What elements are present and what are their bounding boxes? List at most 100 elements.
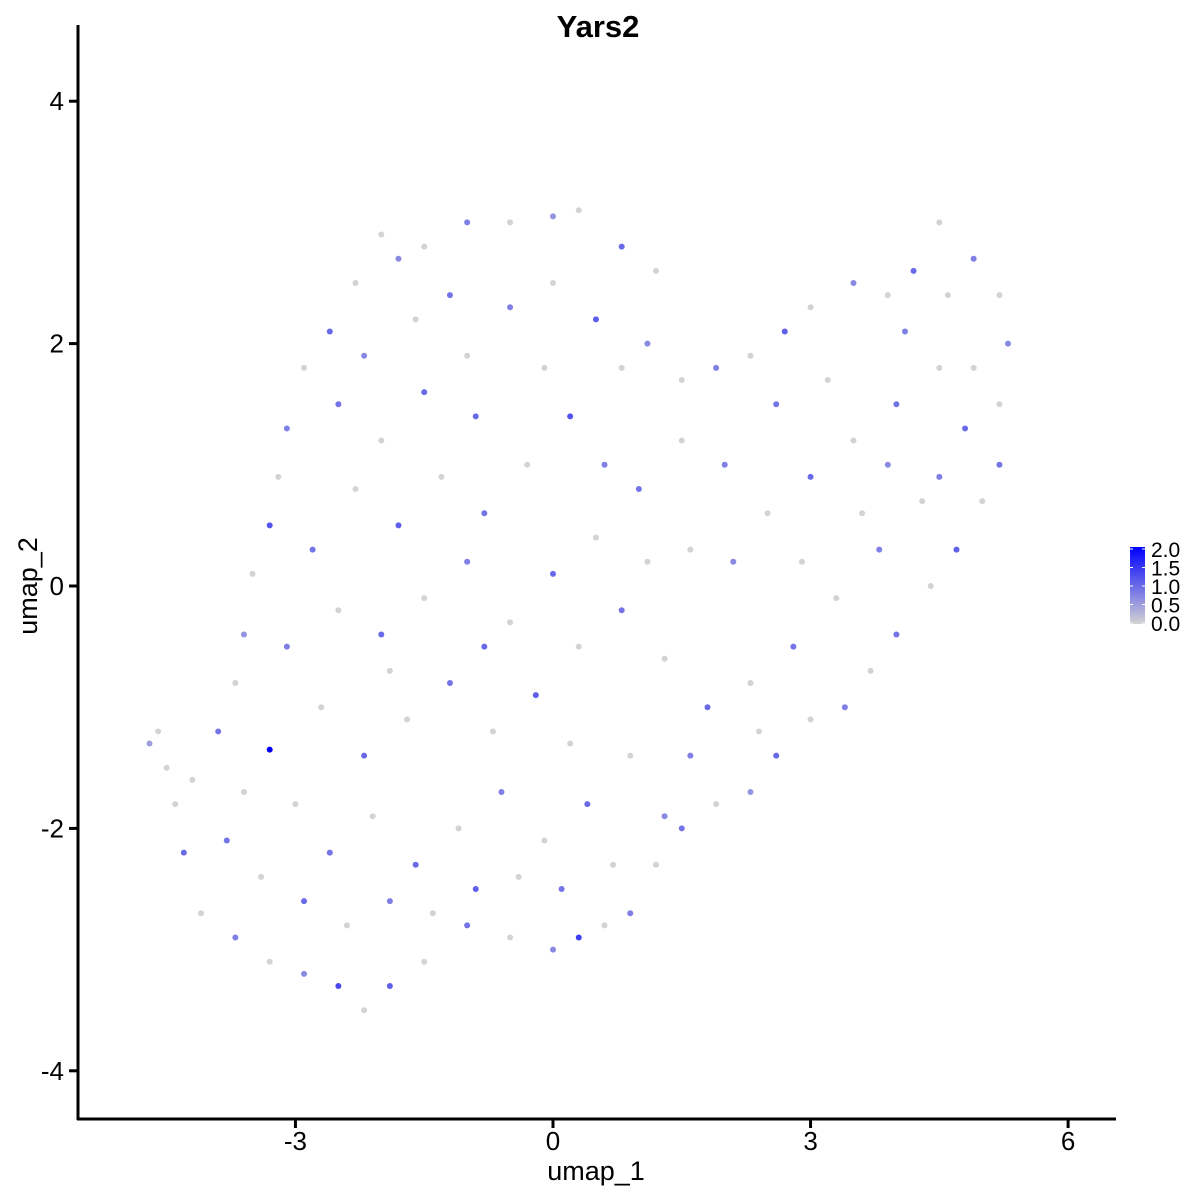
data-point [326, 328, 333, 335]
data-point [361, 752, 368, 759]
data-point [266, 746, 273, 753]
data-point [567, 740, 574, 747]
data-point [163, 764, 170, 771]
data-point [481, 643, 488, 650]
data-point [936, 219, 943, 226]
data-point [936, 364, 943, 371]
data-point [575, 643, 582, 650]
data-point [335, 982, 342, 989]
data-point [343, 922, 350, 929]
data-point [773, 752, 780, 759]
data-point [833, 595, 840, 602]
data-point [301, 364, 308, 371]
data-point [395, 522, 402, 529]
data-point [464, 352, 471, 359]
data-point [661, 655, 668, 662]
data-point [412, 316, 419, 323]
data-point [146, 740, 153, 747]
data-point [429, 910, 436, 917]
data-point [850, 437, 857, 444]
data-point [172, 801, 179, 808]
y-tick-label: -2 [41, 813, 64, 843]
data-point [283, 643, 290, 650]
data-point [472, 413, 479, 420]
data-point [601, 461, 608, 468]
data-point [592, 534, 599, 541]
data-point [807, 473, 814, 480]
data-point [292, 801, 299, 808]
data-point [713, 364, 720, 371]
data-point [610, 861, 617, 868]
data-point [893, 631, 900, 638]
data-point [223, 837, 230, 844]
colorbar-label: 1.0 [1151, 576, 1180, 599]
data-point [781, 328, 788, 335]
data-point [507, 304, 514, 311]
data-point [421, 595, 428, 602]
data-point [1005, 340, 1012, 347]
colorbar-label: 1.5 [1151, 558, 1180, 581]
colorbar-label: 0.5 [1151, 595, 1180, 618]
data-point [678, 825, 685, 832]
data-point [850, 280, 857, 286]
data-point [901, 328, 908, 335]
data-point [541, 837, 548, 844]
data-point [189, 776, 196, 783]
data-point [884, 292, 891, 299]
data-point [386, 667, 393, 674]
data-point [841, 704, 848, 711]
data-point [618, 243, 625, 250]
data-point [798, 558, 805, 565]
colorbar-label: 0.0 [1151, 613, 1180, 636]
data-point [464, 558, 471, 565]
data-point [515, 873, 522, 880]
data-point [446, 292, 453, 299]
x-tick-label: 0 [546, 1126, 560, 1156]
y-tick-label: 4 [50, 86, 64, 116]
data-point [464, 219, 471, 226]
data-point [979, 498, 986, 505]
data-point [378, 631, 385, 638]
data-point [301, 970, 308, 977]
data-point [386, 982, 393, 989]
data-point [653, 267, 660, 274]
data-point [893, 401, 900, 408]
data-point [335, 401, 342, 408]
colorbar-label: 2.0 [1151, 539, 1180, 562]
data-point [507, 934, 514, 941]
data-point [232, 679, 239, 686]
data-point [884, 461, 891, 468]
x-tick-label: 3 [803, 1126, 817, 1156]
data-point [747, 679, 754, 686]
data-point [635, 486, 642, 493]
data-point [395, 255, 402, 262]
y-tick-label: -4 [41, 1056, 64, 1086]
data-point [687, 752, 694, 759]
data-point [721, 461, 728, 468]
data-point [558, 886, 565, 892]
x-axis-label: umap_1 [547, 1156, 645, 1186]
data-point [996, 401, 1003, 408]
data-point [601, 922, 608, 929]
data-point [773, 401, 780, 408]
data-point [249, 570, 256, 577]
data-point [627, 910, 634, 917]
data-point [807, 716, 814, 723]
data-point [438, 473, 445, 480]
data-point [618, 364, 625, 371]
data-point [575, 207, 582, 214]
data-point [240, 789, 247, 796]
data-point [678, 376, 685, 383]
data-point [867, 667, 874, 674]
y-axis-label: umap_2 [13, 537, 43, 635]
data-point [361, 352, 368, 359]
data-point [378, 231, 385, 238]
colorbar-legend: 0.00.51.01.52.0 [1130, 539, 1180, 636]
data-point [266, 522, 273, 529]
data-point [919, 498, 926, 505]
data-point [326, 849, 333, 856]
data-point [258, 873, 265, 880]
data-point [369, 813, 376, 820]
data-point [713, 801, 720, 808]
